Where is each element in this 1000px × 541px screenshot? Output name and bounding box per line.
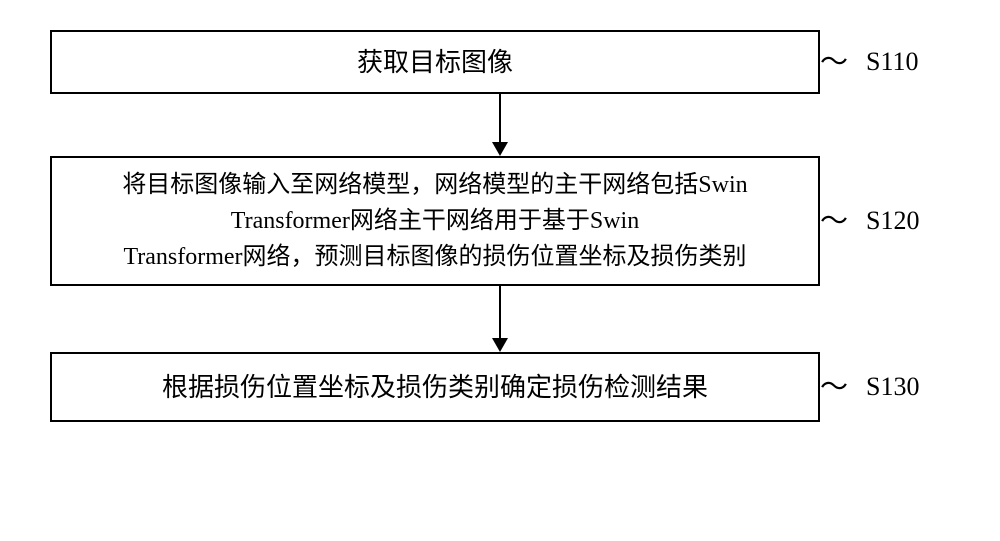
step-row-2: 将目标图像输入至网络模型，网络模型的主干网络包括Swin Transformer… (50, 156, 950, 286)
connector-tilde-2: 〜 (820, 207, 848, 235)
arrow-1 (115, 94, 885, 156)
step-box-3: 根据损伤位置坐标及损伤类别确定损伤检测结果 (50, 352, 820, 422)
step-box-2: 将目标图像输入至网络模型，网络模型的主干网络包括Swin Transformer… (50, 156, 820, 286)
step-row-1: 获取目标图像 〜 S110 (50, 30, 950, 94)
flowchart-container: 获取目标图像 〜 S110 将目标图像输入至网络模型，网络模型的主干网络包括Sw… (50, 30, 950, 422)
step-row-3: 根据损伤位置坐标及损伤类别确定损伤检测结果 〜 S130 (50, 352, 950, 422)
step-label-2: S120 (866, 206, 919, 236)
step-text-1: 获取目标图像 (357, 43, 513, 82)
step-text-2: 将目标图像输入至网络模型，网络模型的主干网络包括Swin Transformer… (122, 167, 747, 275)
connector-tilde-1: 〜 (820, 48, 848, 76)
arrow-2 (115, 286, 885, 352)
connector-tilde-3: 〜 (820, 373, 848, 401)
step-label-3: S130 (866, 372, 919, 402)
step-label-1: S110 (866, 47, 919, 77)
step-text-3: 根据损伤位置坐标及损伤类别确定损伤检测结果 (162, 368, 708, 407)
step-box-1: 获取目标图像 (50, 30, 820, 94)
